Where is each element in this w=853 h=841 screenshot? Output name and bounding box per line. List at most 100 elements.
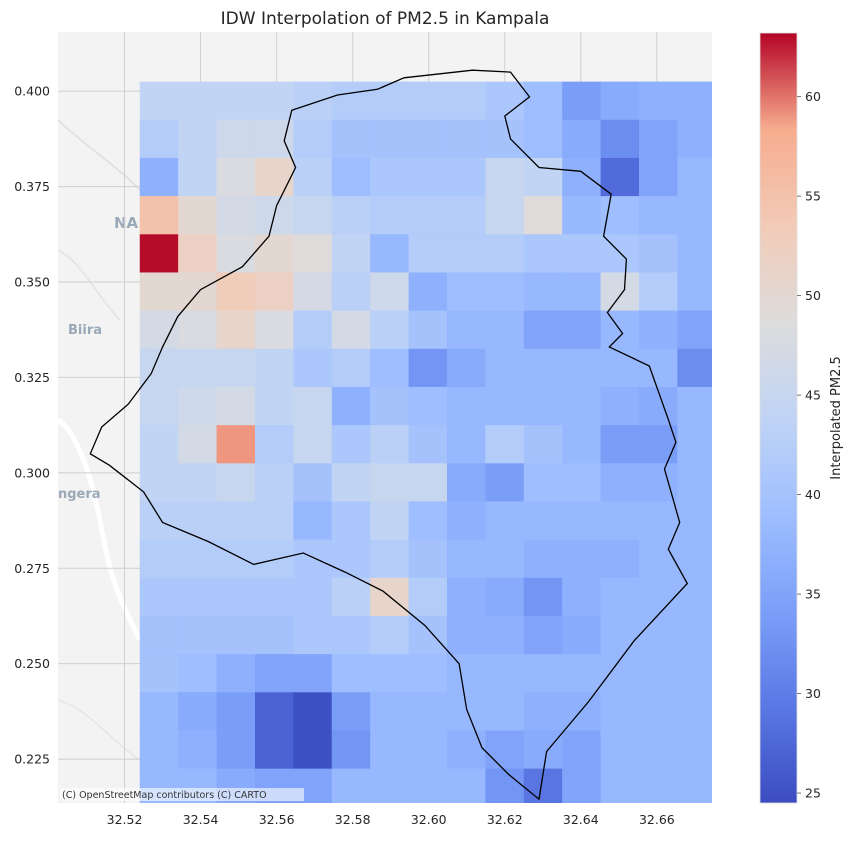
- heatmap-cell: [523, 615, 563, 655]
- heatmap-cell: [370, 539, 409, 579]
- heatmap-cell: [178, 310, 217, 350]
- heatmap-cell: [331, 730, 371, 770]
- heatmap-cell: [331, 348, 371, 388]
- heatmap-cell: [139, 425, 179, 464]
- heatmap-cell: [600, 272, 640, 312]
- heatmap-cell: [485, 654, 525, 693]
- y-tick-label: 0.300: [14, 465, 50, 480]
- heatmap-cell: [638, 577, 678, 617]
- heatmap-cell: [178, 425, 217, 464]
- heatmap-cell: [600, 81, 640, 121]
- heatmap-cell: [677, 386, 712, 426]
- heatmap-cell: [523, 425, 563, 464]
- heatmap-cell: [638, 234, 678, 273]
- colorbar: 25 30 35 40 45 50 55 60 Interpolated PM2.5: [759, 32, 844, 804]
- heatmap-cell: [600, 577, 640, 617]
- heatmap-cell: [408, 348, 448, 388]
- heatmap-cell: [446, 425, 486, 464]
- heatmap-cell: [254, 577, 294, 617]
- heatmap-cell: [677, 654, 712, 693]
- heatmap-cell: [638, 81, 678, 121]
- heatmap-cell: [178, 348, 217, 388]
- heatmap-cell: [293, 234, 333, 273]
- heatmap-cell: [446, 196, 486, 235]
- heatmap-cell: [331, 654, 371, 693]
- heatmap-cell: [216, 463, 256, 502]
- heatmap-cell: [446, 463, 486, 502]
- heatmap-cell: [216, 348, 256, 388]
- heatmap-cell: [331, 463, 371, 502]
- heatmap-cell: [638, 348, 678, 388]
- basemap-road: [58, 119, 141, 191]
- heatmap-cell: [178, 654, 217, 693]
- heatmap-cell: [562, 310, 601, 350]
- heatmap-cell: [216, 157, 256, 197]
- heatmap-cell: [485, 425, 525, 464]
- heatmap-cell: [254, 81, 294, 121]
- heatmap-cell: [600, 119, 640, 159]
- heatmap-cell: [600, 157, 640, 197]
- heatmap-cell: [485, 310, 525, 350]
- heatmap-cell: [446, 692, 486, 731]
- heatmap-cell: [331, 272, 371, 312]
- basemap-place-label: NA: [114, 214, 139, 232]
- heatmap-cell: [485, 501, 525, 541]
- heatmap-cell: [408, 463, 448, 502]
- heatmap-cell: [408, 692, 448, 731]
- heatmap-cell: [178, 768, 217, 803]
- heatmap-cell: [254, 463, 294, 502]
- heatmap-cell: [178, 501, 217, 541]
- heatmap-cell: [408, 615, 448, 655]
- heatmap-cell: [216, 196, 256, 235]
- heatmap-cell: [331, 501, 371, 541]
- x-tick-label: 32.64: [563, 812, 599, 827]
- heatmap-cell: [562, 386, 601, 426]
- x-tick-label: 32.52: [107, 812, 143, 827]
- heatmap-cell: [216, 615, 256, 655]
- heatmap-cell: [523, 386, 563, 426]
- heatmap-cell: [139, 196, 179, 235]
- heatmap-cell: [216, 501, 256, 541]
- heatmap-cell: [216, 119, 256, 159]
- heatmap-cell: [638, 539, 678, 579]
- colorbar-tick-label: 55: [805, 189, 821, 204]
- heatmap-cell: [178, 615, 217, 655]
- colorbar-tick-label: 40: [805, 487, 821, 502]
- heatmap-cell: [677, 119, 712, 159]
- heatmap-cell: [216, 425, 256, 464]
- heatmap-cell: [446, 81, 486, 121]
- heatmap-cell: [600, 615, 640, 655]
- heatmap-cell: [485, 81, 525, 121]
- heatmap-cell: [370, 81, 409, 121]
- x-tick-label: 32.62: [487, 812, 523, 827]
- heatmap-cell: [562, 730, 601, 770]
- heatmap-cell: [638, 272, 678, 312]
- heatmap-cell: [370, 196, 409, 235]
- heatmap-cell: [178, 577, 217, 617]
- heatmap-cell: [523, 234, 563, 273]
- heatmap-cell: [523, 501, 563, 541]
- heatmap-cell: [293, 196, 333, 235]
- heatmap-cell: [677, 730, 712, 770]
- heatmap-cell: [677, 692, 712, 731]
- heatmap-cell: [600, 386, 640, 426]
- colorbar-gradient: [760, 33, 797, 803]
- heatmap-cell: [178, 196, 217, 235]
- heatmap-cell: [254, 272, 294, 312]
- heatmap-cell: [523, 348, 563, 388]
- heatmap-cell: [408, 119, 448, 159]
- heatmap-cell: [638, 654, 678, 693]
- heatmap-cell: [331, 81, 371, 121]
- heatmap-cell: [600, 730, 640, 770]
- heatmap-cell: [677, 501, 712, 541]
- heatmap-cell: [600, 768, 640, 803]
- heatmap-cell: [446, 386, 486, 426]
- heatmap-cell: [139, 539, 179, 579]
- chart-title: IDW Interpolation of PM2.5 in Kampala: [221, 9, 550, 29]
- heatmap-cell: [254, 768, 294, 803]
- heatmap-cell: [331, 196, 371, 235]
- heatmap-cell: [485, 196, 525, 235]
- heatmap-cell: [370, 234, 409, 273]
- heatmap-cell: [293, 272, 333, 312]
